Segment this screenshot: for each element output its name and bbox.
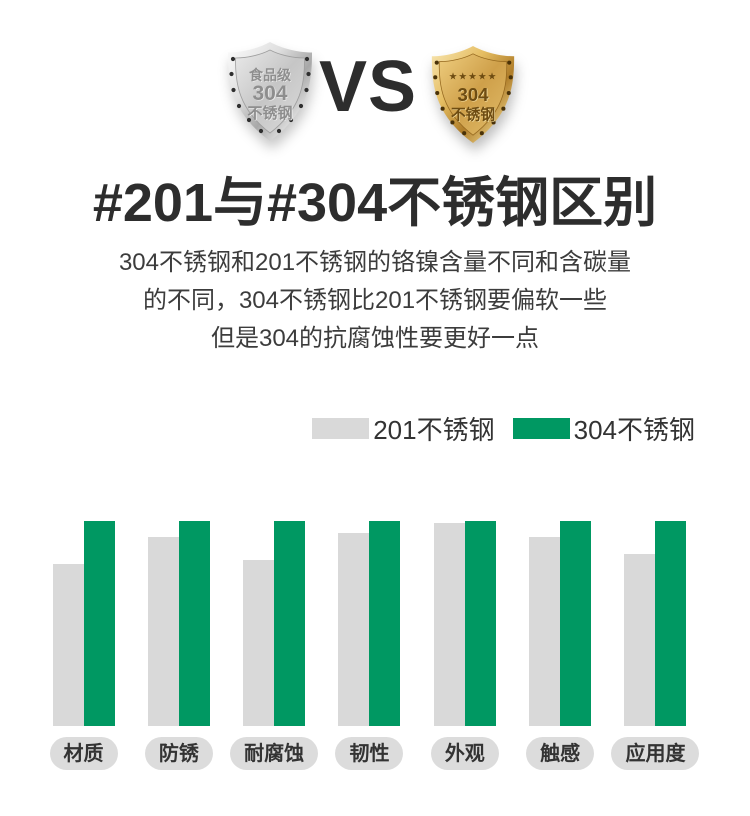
bar-304不锈钢 [83, 521, 115, 726]
bar-201不锈钢 [338, 533, 370, 726]
bar-group [433, 521, 496, 726]
gold-shield-stars: ★★★★★ [449, 71, 498, 82]
silver-shield-emboss: 食品级 [250, 68, 293, 84]
legend-label-304: 304不锈钢 [573, 415, 695, 445]
description: 304不锈钢和201不锈钢的铬镍含量不同和含碳量 的不同，304不锈钢比201不… [0, 244, 750, 358]
bar-304不锈钢 [274, 521, 306, 726]
bar-group [338, 521, 401, 726]
legend-swatch-201 [312, 418, 370, 439]
chart-legend: 201不锈钢 304不锈钢 [0, 410, 750, 447]
rivets [433, 60, 513, 136]
gold-shield-emboss: 不锈钢 [452, 106, 496, 124]
bar-304不锈钢 [560, 521, 592, 726]
bar-group [624, 521, 687, 726]
page-title: #201与#304不锈钢区别 [92, 173, 658, 233]
bar-group [529, 521, 592, 726]
bar-304不锈钢 [178, 521, 210, 726]
category-pill: 韧性 [335, 737, 404, 770]
legend-label-201: 201不锈钢 [373, 415, 495, 445]
gold-shield-emboss: 304 [458, 85, 490, 106]
bar-304不锈钢 [369, 521, 401, 726]
description-line: 的不同，304不锈钢比201不锈钢要偏软一些 [142, 287, 608, 314]
category-pill: 耐腐蚀 [230, 737, 319, 770]
bar-group [52, 521, 115, 726]
category-pill: 应用度 [611, 737, 700, 770]
legend-item-201: 201不锈钢 [312, 410, 495, 447]
bar-pair: 韧性 [335, 521, 404, 770]
description-line: 但是304的抗腐蚀性要更好一点 [210, 325, 540, 352]
bar-201不锈钢 [243, 560, 275, 726]
category-pill: 外观 [430, 737, 499, 770]
category-pill: 触感 [526, 737, 595, 770]
gold-shield-line2: 不锈钢 [451, 106, 495, 124]
silver-shield-emboss: 304 [253, 83, 288, 106]
bar-pair: 材质 [49, 521, 118, 770]
header: 食品级 食品级 304 304 不锈钢 不锈钢 VS [0, 0, 750, 152]
silver-shield-line3: 不锈钢 [247, 104, 292, 122]
silver-shield-emboss: 不锈钢 [248, 105, 293, 123]
bar-pair: 耐腐蚀 [230, 521, 319, 770]
bar-pair: 外观 [430, 521, 499, 770]
bar-pair: 应用度 [611, 521, 700, 770]
gold-shield-badge: ★★★★★ 304 304 不锈钢 不锈钢 [431, 46, 515, 144]
silver-shield-line1: 食品级 [249, 67, 292, 83]
description-line: 304不锈钢和201不锈钢的铬镍含量不同和含碳量 [118, 249, 632, 276]
silver-shield-badge: 食品级 食品级 304 304 不锈钢 不锈钢 [228, 42, 312, 141]
bar-201不锈钢 [433, 523, 465, 726]
bar-201不锈钢 [52, 564, 84, 726]
legend-swatch-304 [512, 418, 570, 439]
bar-304不锈钢 [464, 521, 496, 726]
bar-group [147, 521, 210, 726]
category-pill: 材质 [49, 737, 118, 770]
category-pill: 防锈 [144, 737, 213, 770]
silver-shield-line2: 304 [252, 82, 287, 105]
bar-chart: 材质 防锈 耐腐蚀 韧性 外观 触感 应用度 [0, 521, 750, 770]
bar-201不锈钢 [529, 537, 561, 726]
bar-pair: 触感 [526, 521, 595, 770]
gold-shield-line1: 304 [457, 84, 489, 105]
rivets [229, 56, 311, 134]
bar-304不锈钢 [655, 521, 687, 726]
bar-group [243, 521, 306, 726]
legend-item-304: 304不锈钢 [512, 410, 695, 447]
vs-label: VS [318, 47, 418, 127]
bar-201不锈钢 [147, 537, 179, 726]
bar-201不锈钢 [624, 554, 656, 726]
bar-pair: 防锈 [144, 521, 213, 770]
